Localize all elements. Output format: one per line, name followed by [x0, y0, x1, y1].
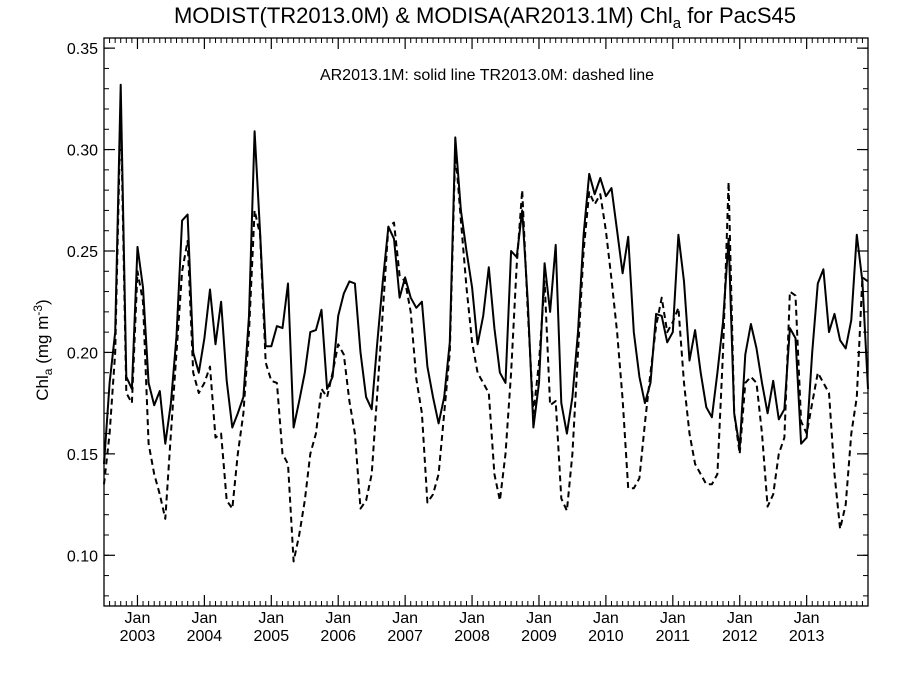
chart-title: MODIST(TR2013.0M) & MODISA(AR2013.1M) Ch…: [174, 3, 796, 32]
x-tick-month: Jan: [125, 610, 151, 627]
y-tick-label: 0.15: [67, 447, 98, 464]
y-axis-label-unit: (mg m: [33, 316, 52, 369]
x-tick-year: 2005: [254, 628, 290, 645]
y-tick-label: 0.35: [67, 41, 98, 58]
y-axis-label-close: ): [33, 299, 52, 305]
y-tick-label: 0.10: [67, 548, 98, 565]
legend-text: AR2013.1M: solid line TR2013.0M: dashed …: [320, 67, 654, 84]
x-tick-year: 2003: [120, 628, 156, 645]
y-axis-ticks: 0.10 0.15 0.20 0.25 0.30 0.35: [67, 41, 868, 597]
x-tick-year: 2008: [454, 628, 490, 645]
x-tick-month: Jan: [526, 610, 552, 627]
x-tick-month: Jan: [325, 610, 351, 627]
y-tick-label: 0.30: [67, 143, 98, 160]
y-tick-label: 0.25: [67, 244, 98, 261]
plot-frame: [103, 37, 869, 607]
y-axis-label-sub: a: [41, 368, 55, 375]
chart-title-tail: for PacS45: [681, 3, 796, 28]
x-tick-month: Jan: [593, 610, 619, 627]
x-axis-ticks: Jan2003Jan2004Jan2005Jan2006Jan2007Jan20…: [109, 38, 863, 645]
y-axis-label-exp: -3: [31, 305, 45, 316]
x-tick-year: 2007: [387, 628, 423, 645]
x-tick-month: Jan: [660, 610, 686, 627]
series-line-dashed: [103, 103, 869, 563]
x-tick-month: Jan: [727, 610, 753, 627]
y-axis-label: Chla (mg m-3): [31, 299, 55, 400]
x-tick-year: 2006: [320, 628, 356, 645]
x-tick-month: Jan: [794, 610, 820, 627]
x-tick-month: Jan: [392, 610, 418, 627]
x-tick-year: 2004: [187, 628, 223, 645]
series-line-solid: [103, 83, 869, 465]
x-tick-year: 2011: [656, 628, 691, 645]
x-tick-year: 2009: [521, 628, 557, 645]
x-tick-month: Jan: [459, 610, 485, 627]
chart-title-sub: a: [673, 15, 682, 32]
x-tick-month: Jan: [258, 610, 284, 627]
x-tick-month: Jan: [191, 610, 217, 627]
x-tick-year: 2010: [588, 628, 624, 645]
y-axis-label-main: Chl: [33, 375, 52, 401]
plot-series: [103, 83, 869, 563]
x-tick-year: 2012: [722, 628, 758, 645]
x-tick-year: 2013: [789, 628, 825, 645]
y-tick-label: 0.20: [67, 345, 98, 362]
chart-title-main: MODIST(TR2013.0M) & MODISA(AR2013.1M) Ch…: [174, 3, 673, 28]
